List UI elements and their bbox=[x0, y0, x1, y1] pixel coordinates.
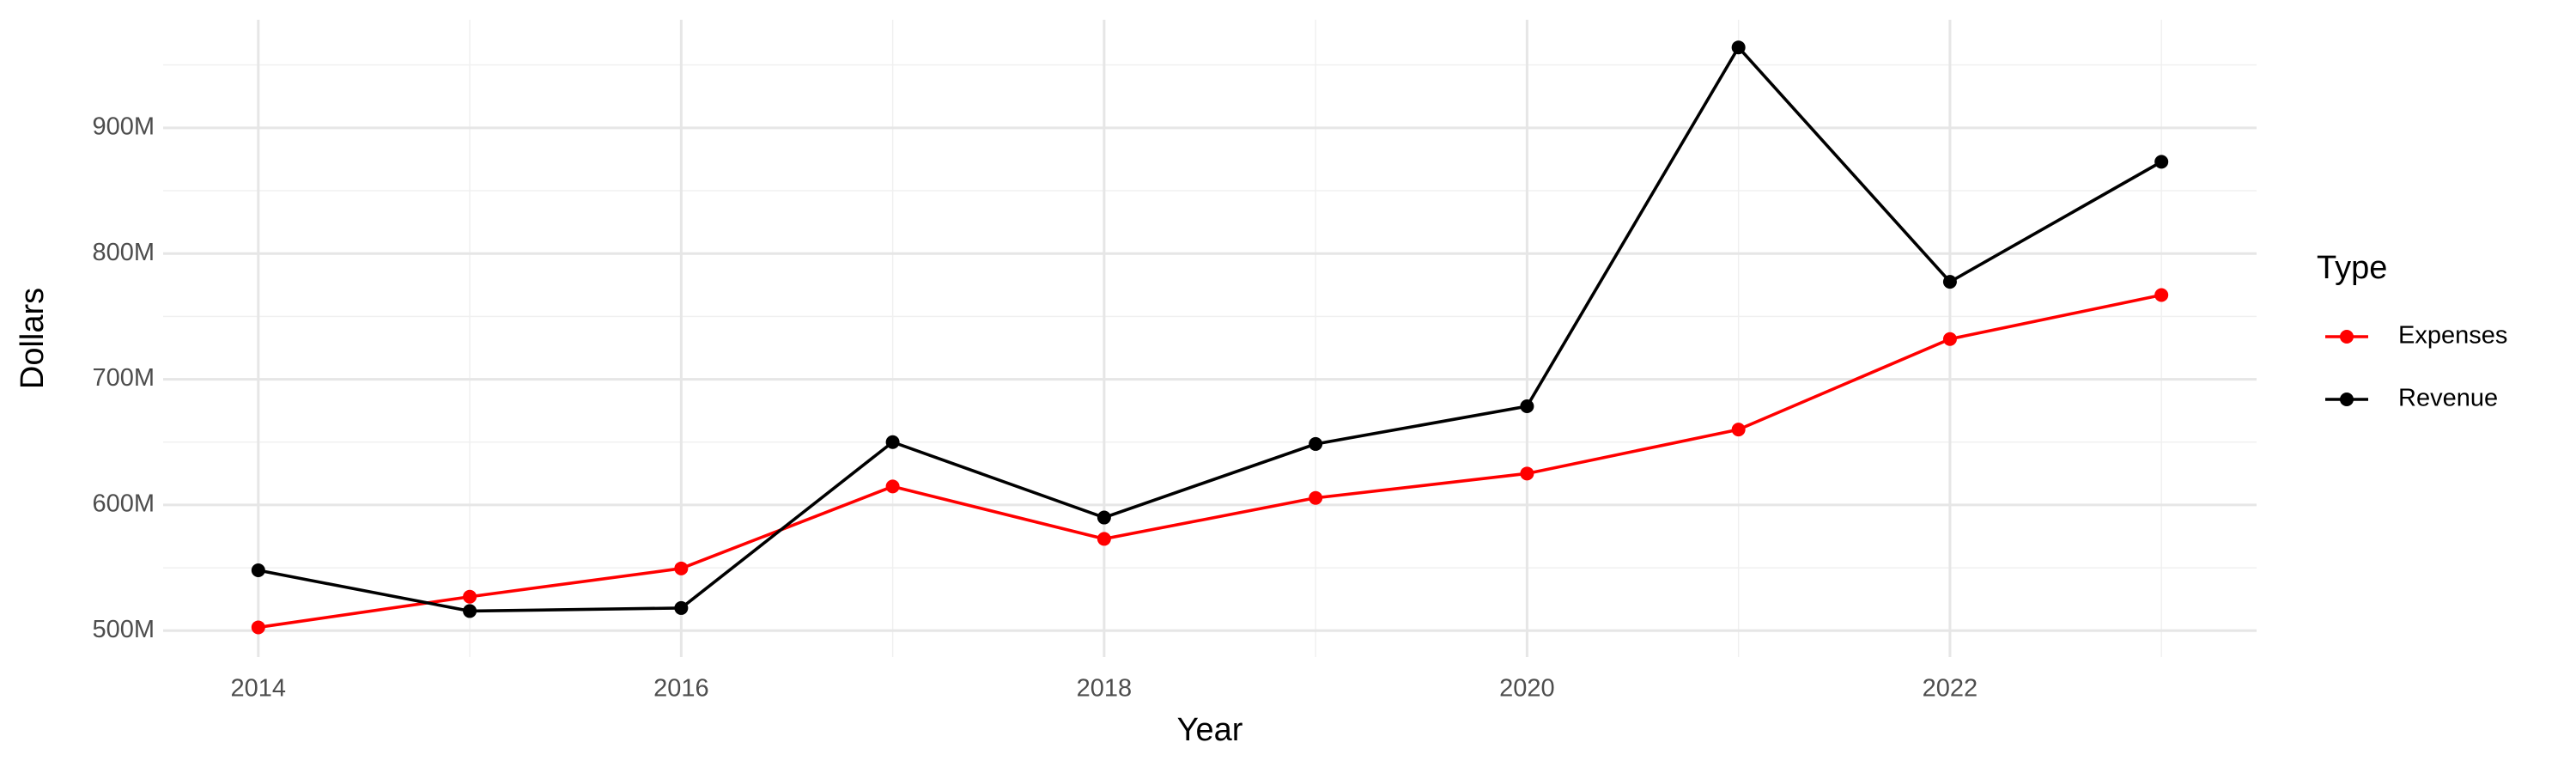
x-tick-label: 2018 bbox=[1077, 675, 1133, 703]
data-point bbox=[885, 435, 900, 449]
y-axis-title: Dollars bbox=[15, 288, 51, 389]
grid bbox=[163, 20, 2257, 657]
x-axis-title: Year bbox=[1177, 712, 1243, 748]
data-point bbox=[2154, 155, 2169, 169]
data-point bbox=[251, 563, 265, 578]
x-tick-label: 2020 bbox=[1499, 675, 1555, 703]
data-point bbox=[674, 600, 689, 615]
data-point bbox=[1097, 532, 1111, 546]
data-point bbox=[1520, 399, 1534, 414]
x-tick-label: 2016 bbox=[653, 675, 709, 703]
data-point bbox=[1097, 510, 1111, 525]
data-point bbox=[1309, 490, 1323, 505]
data-point bbox=[1309, 436, 1323, 451]
data-point bbox=[251, 620, 265, 635]
legend-label: Revenue bbox=[2398, 385, 2498, 412]
legend-key-point bbox=[2340, 330, 2354, 344]
y-tick-label: 900M bbox=[92, 113, 155, 141]
legend-key-point bbox=[2340, 393, 2354, 406]
x-tick-label: 2022 bbox=[1923, 675, 1978, 703]
x-tick-label: 2014 bbox=[231, 675, 287, 703]
series-line bbox=[258, 293, 2162, 630]
series-line bbox=[258, 45, 2163, 613]
data-point bbox=[1731, 423, 1746, 437]
data-point bbox=[1942, 275, 1957, 289]
legend-title: Type bbox=[2317, 250, 2387, 286]
data-point bbox=[1520, 466, 1534, 481]
y-tick-label: 800M bbox=[92, 239, 155, 266]
data-point bbox=[1942, 332, 1957, 346]
y-tick-label: 700M bbox=[92, 364, 155, 392]
data-point bbox=[463, 589, 477, 604]
data-point bbox=[2154, 288, 2169, 302]
data-point bbox=[674, 561, 689, 575]
y-tick-label: 500M bbox=[92, 616, 155, 643]
data-point bbox=[885, 479, 900, 494]
y-tick-label: 600M bbox=[92, 490, 155, 518]
data-point bbox=[463, 604, 477, 618]
data-point bbox=[1731, 40, 1746, 55]
legend-label: Expenses bbox=[2398, 322, 2507, 350]
